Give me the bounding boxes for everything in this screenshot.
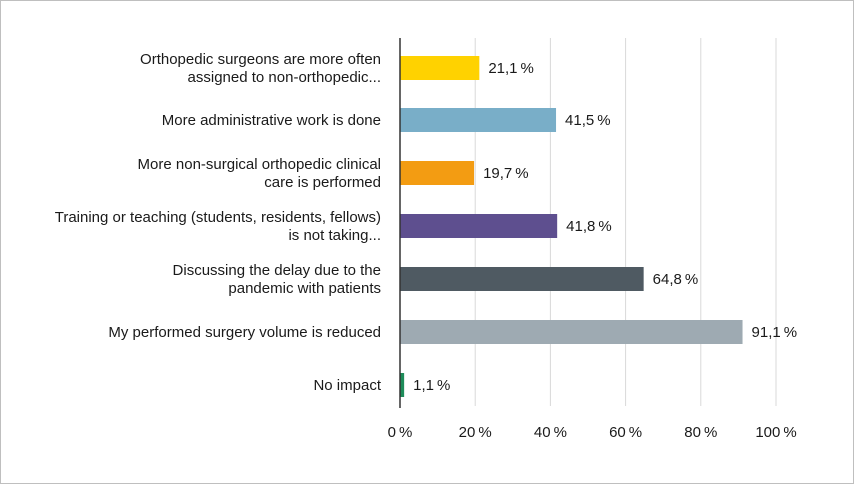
category-label-2-1: care is performed [264,174,381,191]
data-label-4: 64,8 % [653,271,699,288]
x-tick-label-4: 80 % [684,424,717,441]
category-label-5-0: My performed surgery volume is reduced [108,324,381,341]
bar-2 [400,161,475,185]
bar-6 [400,373,405,397]
category-label-4-1: pandemic with patients [228,280,381,297]
category-label-6-0: No impact [313,377,381,394]
data-label-6: 1,1 % [413,377,450,394]
bar-0 [400,56,480,80]
data-label-3: 41,8 % [566,218,612,235]
data-label-1: 41,5 % [565,112,611,129]
data-label-2: 19,7 % [483,165,529,182]
category-label-3-1: is not taking... [288,227,381,244]
x-tick-label-5: 100 % [755,424,796,441]
x-tick-label-3: 60 % [609,424,642,441]
x-tick-label-2: 40 % [534,424,567,441]
data-label-0: 21,1 % [488,60,534,77]
x-tick-label-1: 20 % [459,424,492,441]
data-label-5: 91,1 % [752,324,798,341]
category-label-4-0: Discussing the delay due to the [173,262,381,279]
bar-1 [400,108,557,132]
bar-5 [400,320,743,344]
category-label-0-0: Orthopedic surgeons are more often [140,51,381,68]
bar-4 [400,267,644,291]
x-tick-label-0: 0 % [388,424,413,441]
category-label-0-1: assigned to non-orthopedic... [188,69,381,86]
category-label-3-0: Training or teaching (students, resident… [55,209,381,226]
category-label-2-0: More non-surgical orthopedic clinical [138,156,381,173]
bar-3 [400,214,558,238]
category-label-1-0: More administrative work is done [162,112,381,129]
